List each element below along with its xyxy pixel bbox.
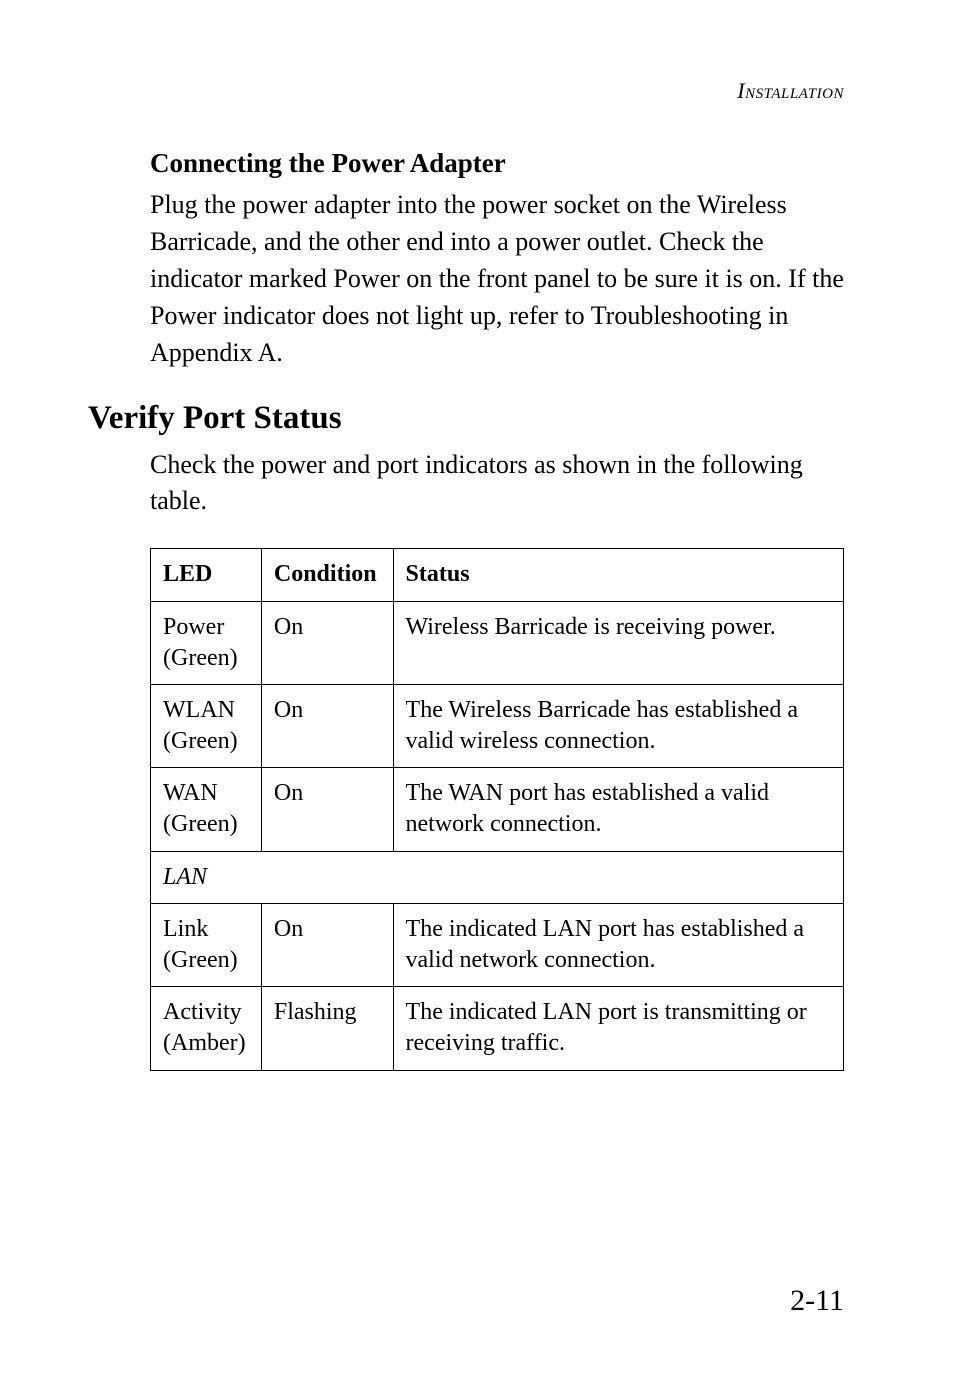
table-section-row: LAN — [151, 851, 844, 903]
table-row: WAN (Green) On The WAN port has establis… — [151, 768, 844, 851]
cell-led: Power (Green) — [151, 601, 262, 684]
table-header-status: Status — [393, 549, 843, 601]
table-header-condition: Condition — [261, 549, 393, 601]
heading-connecting-power-adapter: Connecting the Power Adapter — [150, 148, 844, 179]
table-row: WLAN (Green) On The Wireless Barricade h… — [151, 684, 844, 767]
content-block: Connecting the Power Adapter Plug the po… — [150, 148, 844, 1071]
table-header-led: LED — [151, 549, 262, 601]
paragraph-connecting-power-adapter: Plug the power adapter into the power so… — [150, 187, 844, 372]
cell-status: Wireless Barricade is receiving power. — [393, 601, 843, 684]
running-head: Installation — [150, 78, 844, 104]
table-row: Activity (Amber) Flashing The indicated … — [151, 987, 844, 1070]
cell-condition: Flashing — [261, 987, 393, 1070]
table-header-row: LED Condition Status — [151, 549, 844, 601]
cell-condition: On — [261, 768, 393, 851]
heading-verify-port-status: Verify Port Status — [88, 400, 844, 437]
led-status-table: LED Condition Status Power (Green) On Wi… — [150, 548, 844, 1070]
cell-status: The Wireless Barricade has established a… — [393, 684, 843, 767]
cell-led: Activity (Amber) — [151, 987, 262, 1070]
cell-led: WLAN (Green) — [151, 684, 262, 767]
cell-condition: On — [261, 903, 393, 986]
paragraph-verify-port-status: Check the power and port indicators as s… — [150, 447, 844, 521]
page-number: 2-11 — [790, 1284, 844, 1318]
cell-status: The indicated LAN port has established a… — [393, 903, 843, 986]
cell-status: The WAN port has established a valid net… — [393, 768, 843, 851]
page: Installation Connecting the Power Adapte… — [0, 0, 954, 1388]
table-section-lan: LAN — [151, 851, 844, 903]
table-row: Link (Green) On The indicated LAN port h… — [151, 903, 844, 986]
cell-condition: On — [261, 601, 393, 684]
cell-led: WAN (Green) — [151, 768, 262, 851]
cell-status: The indicated LAN port is transmitting o… — [393, 987, 843, 1070]
table-row: Power (Green) On Wireless Barricade is r… — [151, 601, 844, 684]
cell-condition: On — [261, 684, 393, 767]
cell-led: Link (Green) — [151, 903, 262, 986]
